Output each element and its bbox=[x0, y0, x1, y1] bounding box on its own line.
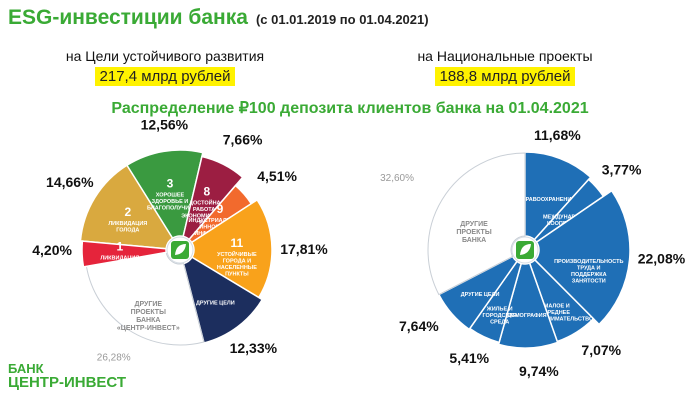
pie2-slice-caption-8-1: ДРУГИЕ bbox=[460, 221, 488, 228]
pie1-slice-caption-2-3: БЛАГОПОЛУЧИЕ bbox=[147, 206, 193, 212]
pie1-slice-6 bbox=[182, 256, 264, 344]
pie2-value-label-4: 7,07% bbox=[581, 342, 621, 358]
pie1-slice-caption-3-1: ДОСТОЙНАЯ bbox=[189, 198, 224, 206]
pie1-slice-caption-7-1: ДРУГИЕ bbox=[134, 301, 162, 308]
pie2-value-label-7: 7,64% bbox=[399, 318, 439, 334]
pie1-slice-caption-1-1: ЛИКВИДАЦИЯ bbox=[108, 221, 147, 227]
pie2-value-label-3: 22,08% bbox=[638, 251, 686, 267]
pie2-slice-caption-4-3: ПРЕДПРИНИМАТЕЛЬСТВО bbox=[520, 317, 594, 323]
pie1-slice-number-2: 3 bbox=[167, 177, 174, 191]
pie2-slice-caption-7-1: ДРУГИЕ ЦЕЛИ bbox=[461, 292, 500, 298]
left-summary-amount: 217,4 млрд рублей bbox=[94, 67, 236, 86]
pie2-slice-8 bbox=[427, 152, 526, 296]
pie1-slice-caption-6-1: ДРУГИЕ ЦЕЛИ bbox=[196, 300, 235, 306]
pie2-slice-caption-4-2: СРЕДНЕЕ bbox=[543, 310, 570, 316]
pie1-slice-caption-7-2: ПРОЕКТЫ bbox=[131, 309, 166, 316]
pie1-slice-number-8: 1 bbox=[117, 239, 124, 253]
pie2-value-label-5: 9,74% bbox=[519, 363, 559, 379]
pie2-slice-caption-6-3: СРЕДА bbox=[490, 319, 509, 325]
pie1-value-label-5: 17,81% bbox=[280, 241, 328, 257]
pie2-value-label-2: 3,77% bbox=[602, 161, 642, 177]
pie1-slice-1 bbox=[79, 164, 174, 250]
pie2-value-label-8: 32,60% bbox=[380, 173, 414, 184]
pie2-slice-caption-3-4: ЗАНЯТОСТИ bbox=[572, 278, 606, 284]
left-summary: на Цели устойчивого развития 217,4 млрд … bbox=[60, 48, 270, 86]
logo-line1: БАНК bbox=[8, 361, 44, 376]
left-summary-label: на Цели устойчивого развития bbox=[65, 48, 265, 64]
pie1-slice-caption-7-4: «ЦЕНТР-ИНВЕСТ» bbox=[117, 325, 180, 332]
pie1-slice-5 bbox=[190, 198, 273, 299]
pie1-slice-caption-4-1: ИНДУСТРИАЛИЗАЦИЯ, bbox=[189, 218, 252, 224]
pie1-slice-caption-5-2: ГОРОДА И bbox=[223, 259, 252, 265]
pie1-slice-caption-3-2: РАБОТА И bbox=[193, 207, 221, 213]
pie1-slice-number-5: 11 bbox=[231, 236, 244, 250]
pie1-value-label-2: 12,56% bbox=[141, 117, 189, 133]
pie1-slice-7 bbox=[85, 251, 205, 346]
title-text: ESG-инвестиции банка bbox=[8, 6, 248, 29]
pie2-slice-caption-3-2: ТРУДА И bbox=[577, 265, 601, 271]
pie2-slice-caption-3-3: ПОДДЕРЖКА bbox=[571, 272, 607, 278]
pie2-slice-5 bbox=[497, 262, 559, 349]
pie1-value-label-4: 4,51% bbox=[257, 168, 297, 184]
pie2-slice-3 bbox=[533, 189, 631, 326]
pie2-value-label-1: 11,68% bbox=[534, 127, 581, 143]
pie1-slice-caption-2-1: ХОРОШЕЕ bbox=[156, 193, 185, 199]
pie1-value-label-7: 26,28% bbox=[97, 353, 131, 364]
pie1-value-label-1: 14,66% bbox=[46, 174, 94, 190]
pie1-slice-caption-3-3: ЭКОНОМИЧЕСКИЙ bbox=[181, 211, 232, 219]
pie2-center-leaf-shape bbox=[520, 244, 531, 255]
pie1-value-label-6: 12,33% bbox=[230, 340, 278, 356]
pie1-center-leaf-shape bbox=[175, 244, 186, 255]
distribution-title: Распределение ₽100 депозита клиентов бан… bbox=[111, 100, 589, 117]
pie1-slice-caption-2-2: ЗДОРОВЬЕ И bbox=[152, 199, 189, 205]
pie1-slice-caption-5-3: НАСЕЛЕННЫЕ bbox=[217, 265, 257, 271]
pie1-value-label-3: 7,66% bbox=[223, 132, 263, 148]
pie2-slice-caption-2-1: МЕЖДУНАРОДНАЯ bbox=[543, 214, 595, 220]
pie1-slice-caption-8-2: НИЩЕТЫ bbox=[107, 262, 134, 268]
period-text: (с 01.01.2019 по 01.04.2021) bbox=[255, 12, 429, 27]
pie1-slice-number-3: 8 bbox=[203, 184, 210, 198]
pie1-slice-8 bbox=[81, 240, 168, 268]
pie2-slice-caption-3-1: ПРОИЗВОДИТЕЛЬНОСТЬ bbox=[554, 259, 623, 265]
pie2-slice-caption-6-1: ЖИЛЬЕ И bbox=[486, 306, 513, 312]
pie1-value-label-8: 4,20% bbox=[32, 242, 72, 258]
right-summary: на Национальные проекты 188,8 млрд рубле… bbox=[400, 48, 610, 86]
pie1-slice-2 bbox=[125, 149, 204, 240]
pie1-slice-number-4: 9 bbox=[217, 202, 224, 216]
pie1-slice-3 bbox=[182, 155, 244, 241]
pie2-slice-caption-8-3: БАНКА bbox=[462, 237, 486, 244]
pie2-slice-caption-5-1: ДЕМОГРАФИЯ bbox=[507, 313, 546, 319]
pie2-slice-caption-8-2: ПРОЕКТЫ bbox=[456, 229, 491, 236]
right-summary-label: на Национальные проекты bbox=[417, 48, 593, 64]
pie2-slice-caption-1-1: ЗДРАВООХРАНЕНИЕ bbox=[518, 197, 575, 203]
page-title: ESG-инвестиции банка (с 01.01.2019 по 01.… bbox=[8, 6, 429, 30]
pie2-slice-caption-6-2: ГОРОДСКАЯ bbox=[483, 313, 517, 319]
pie2-value-label-6: 5,41% bbox=[449, 350, 489, 366]
right-summary-amount: 188,8 млрд рублей bbox=[434, 67, 576, 86]
pie1-slice-caption-1-2: ГОЛОДА bbox=[116, 227, 139, 233]
pie2-slice-caption-4-1: МАЛОЕ И bbox=[544, 304, 570, 310]
pie1-slice-caption-7-3: БАНКА bbox=[136, 317, 160, 324]
pie2-slice-1 bbox=[524, 151, 592, 241]
pie1-slice-number-1: 2 bbox=[124, 205, 131, 219]
logo-line2: ЦЕНТР-ИНВЕСТ bbox=[8, 374, 127, 391]
pie1-slice-caption-5-1: УСТОЙЧИВЫЕ bbox=[217, 250, 257, 258]
pie1-slice-caption-5-4: ПУНКТЫ bbox=[225, 272, 249, 278]
pie1-slice-caption-8-1: ЛИКВИДАЦИЯ bbox=[100, 255, 139, 261]
bank-logo: БАНК ЦЕНТР-ИНВЕСТ bbox=[8, 361, 127, 391]
